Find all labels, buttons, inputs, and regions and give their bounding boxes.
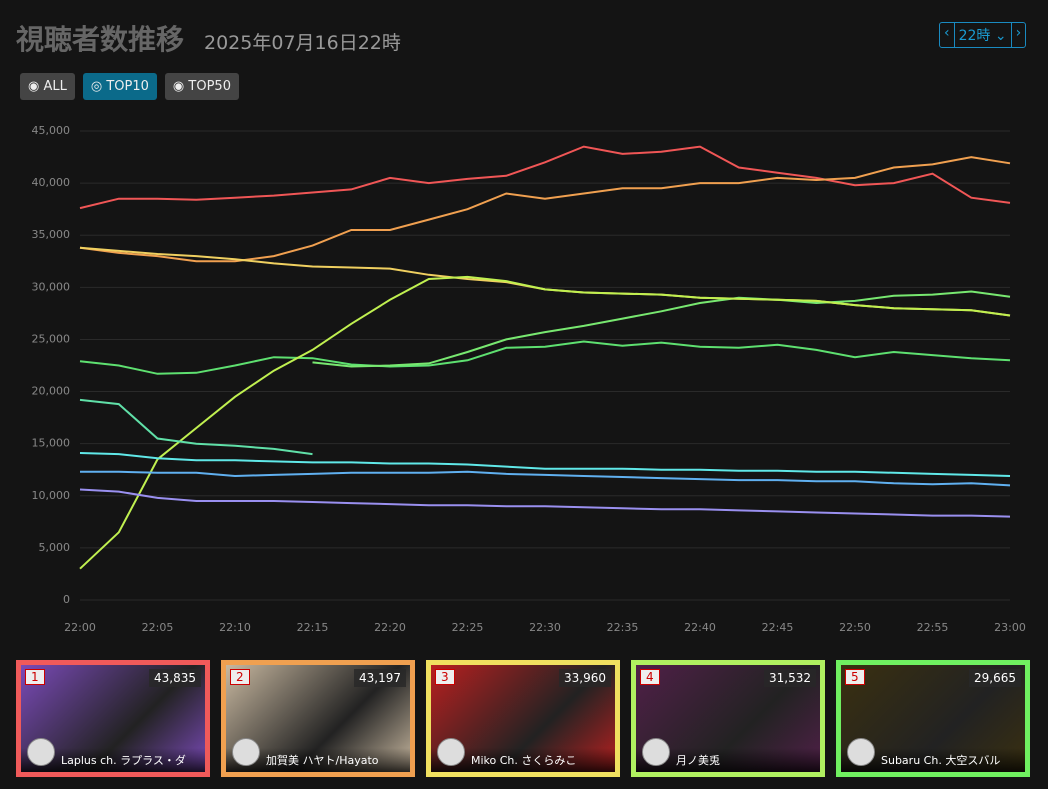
radio: ◉	[172, 79, 189, 94]
series-line	[80, 470, 1011, 487]
series-line	[79, 246, 1011, 317]
filter-button[interactable]: ◎ TOP10	[82, 73, 157, 100]
stream-card[interactable]: 5 29,665 Subaru Ch. 大空スバル	[836, 660, 1030, 777]
rank: 4	[640, 669, 660, 685]
y-tick-label: 0	[63, 593, 70, 606]
y-tick-label: 10,000	[32, 489, 71, 502]
rank: 2	[230, 669, 250, 685]
y-tick-label: 20,000	[32, 385, 71, 398]
x-tick-label: 22:00	[64, 621, 96, 634]
x-tick-label: 22:50	[839, 621, 871, 634]
x-tick-label: 22:10	[219, 621, 251, 634]
stream-card[interactable]: 4 31,532 月ノ美兎	[631, 660, 825, 777]
rank: 5	[845, 669, 865, 685]
filter-button[interactable]: ◉ TOP50	[164, 73, 239, 100]
x-tick-label: 22:35	[607, 621, 639, 634]
rank: 1	[25, 669, 45, 685]
chart: 0 5,000 10,000 15,000 20,000 25,000 30,000 35,0…	[32, 124, 1026, 634]
viewers: 29,665	[969, 669, 1021, 687]
rank: 3	[435, 669, 455, 685]
subtitle: 2025年07月16日22時	[204, 32, 401, 54]
avatar	[27, 738, 55, 766]
avatar	[847, 738, 875, 766]
series-line	[79, 145, 1011, 210]
avatar	[642, 738, 670, 766]
filters: ◉ ALL ◎ TOP10 ◉ TOP50	[20, 73, 239, 100]
x-tick-label: 23:00	[994, 621, 1026, 634]
series-line	[79, 340, 1011, 375]
series-line	[79, 275, 1011, 570]
y-tick-label: 5,000	[39, 541, 71, 554]
x-tick-label: 22:40	[684, 621, 716, 634]
filter-label: TOP50	[188, 79, 231, 94]
y-tick-label: 45,000	[32, 124, 71, 137]
radio: ◎	[90, 79, 107, 94]
x-tick-label: 22:05	[142, 621, 174, 634]
viewers: 43,197	[354, 669, 406, 687]
y-tick-label: 15,000	[32, 437, 71, 450]
series-line	[79, 398, 313, 456]
y-tick-label: 40,000	[32, 176, 71, 189]
filter-button[interactable]: ◉ ALL	[20, 73, 75, 100]
title: 視聴者数推移	[16, 23, 185, 56]
series-line	[79, 452, 1011, 477]
hour-label: 22時	[958, 28, 991, 44]
cards: 1 43,835 Laplus ch. ラプラス・ダ 2 43,197 加賀美 ハヤト/H…	[16, 660, 1030, 777]
viewers: 33,960	[559, 669, 611, 687]
x-tick-label: 22:45	[762, 621, 794, 634]
hour-select[interactable]: ‹ 22時 ⌄ ›	[939, 22, 1027, 48]
series-line	[79, 488, 1011, 518]
viewers: 43,835	[149, 669, 201, 687]
next[interactable]: ›	[1015, 25, 1022, 41]
prev[interactable]: ‹	[940, 23, 955, 47]
viewers: 31,532	[764, 669, 816, 687]
filter-label: TOP10	[106, 79, 149, 94]
x-tick-label: 22:25	[452, 621, 484, 634]
avatar	[437, 738, 465, 766]
stream-card[interactable]: 2 43,197 加賀美 ハヤト/Hayato	[221, 660, 415, 777]
radio: ◉	[28, 79, 44, 94]
stream-card[interactable]: 3 33,960 Miko Ch. さくらみこ	[426, 660, 620, 777]
y-tick-label: 35,000	[32, 228, 71, 241]
filter-label: ALL	[43, 79, 67, 94]
avatar	[232, 738, 260, 766]
series-line	[312, 290, 1011, 368]
hour[interactable]: 22時 ⌄	[955, 23, 1012, 47]
x-tick-label: 22:15	[297, 621, 329, 634]
series-line	[79, 156, 1011, 263]
y-tick-label: 30,000	[32, 280, 71, 293]
x-tick-label: 22:55	[917, 621, 949, 634]
x-tick-label: 22:30	[529, 621, 561, 634]
y-tick-label: 25,000	[32, 332, 71, 345]
x-tick-label: 22:20	[374, 621, 406, 634]
stream-card[interactable]: 1 43,835 Laplus ch. ラプラス・ダ	[16, 660, 210, 777]
